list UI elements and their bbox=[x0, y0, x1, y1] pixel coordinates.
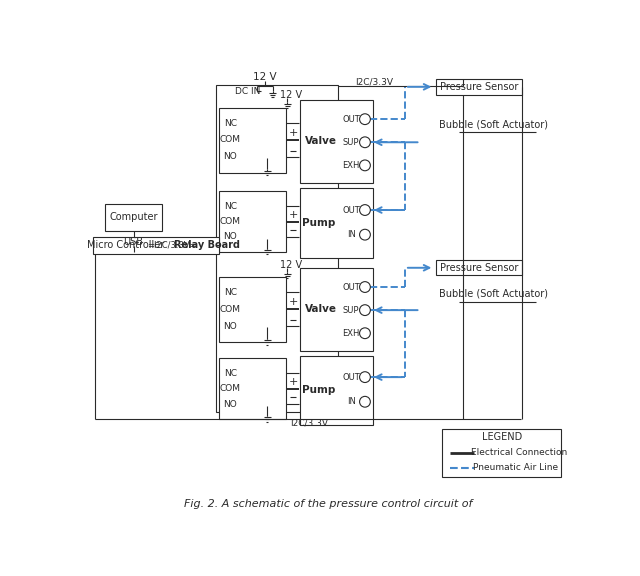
Text: 12 V: 12 V bbox=[280, 90, 302, 100]
Text: OUT: OUT bbox=[342, 373, 360, 382]
Text: I2C/3.3V: I2C/3.3V bbox=[290, 419, 328, 428]
Text: NC: NC bbox=[224, 288, 237, 297]
Bar bbox=[300, 355, 372, 425]
Text: +: + bbox=[289, 210, 298, 219]
Text: 12 V: 12 V bbox=[253, 72, 276, 82]
Text: COM: COM bbox=[220, 305, 241, 314]
Text: EXH: EXH bbox=[342, 161, 360, 170]
Text: +: + bbox=[289, 128, 298, 138]
Text: Pressure Sensor: Pressure Sensor bbox=[440, 82, 518, 92]
Circle shape bbox=[360, 328, 371, 339]
Bar bbox=[105, 204, 163, 231]
Circle shape bbox=[360, 160, 371, 170]
Text: Valve: Valve bbox=[305, 304, 337, 314]
Circle shape bbox=[360, 305, 371, 316]
Text: =I2C/3.3V=: =I2C/3.3V= bbox=[147, 241, 196, 250]
Bar bbox=[436, 79, 522, 94]
Text: SUP: SUP bbox=[343, 306, 359, 314]
Circle shape bbox=[360, 282, 371, 293]
Circle shape bbox=[360, 137, 371, 147]
Text: +: + bbox=[289, 377, 298, 386]
Bar bbox=[219, 358, 287, 419]
Text: OUT: OUT bbox=[342, 115, 360, 124]
Text: Electrical Connection: Electrical Connection bbox=[471, 448, 567, 457]
Text: Pump: Pump bbox=[302, 218, 335, 228]
Text: IN: IN bbox=[347, 230, 356, 239]
Bar bbox=[219, 277, 287, 343]
Bar bbox=[300, 100, 372, 183]
Text: NO: NO bbox=[223, 233, 237, 241]
Bar bbox=[436, 260, 522, 275]
Text: NO: NO bbox=[223, 400, 237, 408]
Text: Computer: Computer bbox=[109, 213, 158, 222]
Text: NC: NC bbox=[224, 369, 237, 378]
Circle shape bbox=[360, 204, 371, 215]
Bar bbox=[219, 108, 287, 173]
Text: NC: NC bbox=[224, 119, 237, 127]
Bar bbox=[216, 85, 338, 412]
Text: IN: IN bbox=[347, 397, 356, 406]
Text: USB: USB bbox=[124, 237, 143, 247]
Bar bbox=[219, 191, 287, 252]
Text: Bubble (Soft Actuator): Bubble (Soft Actuator) bbox=[439, 289, 548, 299]
Text: DC IN: DC IN bbox=[236, 87, 260, 96]
Text: COM: COM bbox=[220, 217, 241, 226]
Text: NO: NO bbox=[223, 153, 237, 161]
Text: Micro Controller: Micro Controller bbox=[87, 240, 164, 251]
Text: Pneumatic Air Line: Pneumatic Air Line bbox=[472, 464, 557, 472]
Text: Pressure Sensor: Pressure Sensor bbox=[440, 263, 518, 273]
Text: Pump: Pump bbox=[302, 385, 335, 395]
Text: I2C/3.3V: I2C/3.3V bbox=[355, 78, 393, 87]
Text: OUT: OUT bbox=[342, 283, 360, 291]
Text: 12 V: 12 V bbox=[280, 260, 302, 271]
Text: NC: NC bbox=[224, 202, 237, 211]
Text: COM: COM bbox=[220, 384, 241, 393]
Text: Fig. 2. A schematic of the pressure control circuit of: Fig. 2. A schematic of the pressure cont… bbox=[184, 499, 472, 509]
Text: Relay Board: Relay Board bbox=[174, 240, 240, 251]
Text: EXH: EXH bbox=[342, 329, 360, 338]
Text: OUT: OUT bbox=[342, 206, 360, 214]
Text: COM: COM bbox=[220, 135, 241, 145]
Bar bbox=[300, 188, 372, 258]
Circle shape bbox=[360, 396, 371, 407]
Text: SUP: SUP bbox=[343, 138, 359, 147]
Text: Bubble (Soft Actuator): Bubble (Soft Actuator) bbox=[439, 120, 548, 130]
Circle shape bbox=[360, 114, 371, 124]
Circle shape bbox=[360, 372, 371, 382]
Circle shape bbox=[360, 229, 371, 240]
Text: LEGEND: LEGEND bbox=[481, 432, 522, 442]
Bar bbox=[300, 268, 372, 351]
Bar bbox=[93, 237, 219, 254]
Text: Valve: Valve bbox=[305, 137, 337, 146]
Text: NO: NO bbox=[223, 322, 237, 331]
Bar bbox=[442, 430, 561, 478]
Text: +: + bbox=[289, 297, 298, 308]
Bar bbox=[228, 86, 268, 97]
